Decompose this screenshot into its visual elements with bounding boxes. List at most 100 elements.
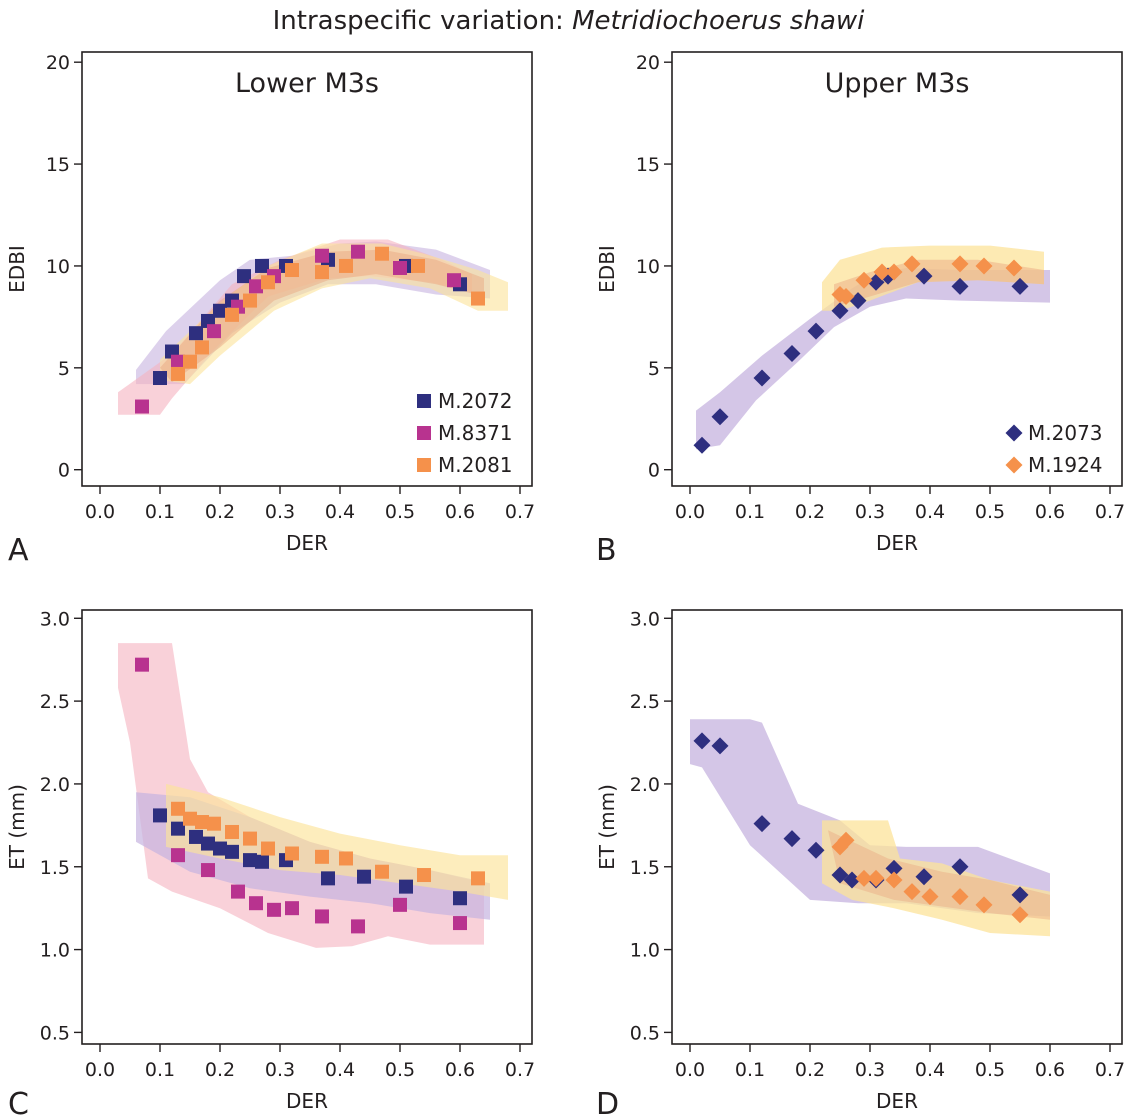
y-tick-label: 2.5 xyxy=(630,691,660,713)
plot-frame xyxy=(81,609,533,1045)
point-m2073 xyxy=(783,345,801,363)
point-m2081 xyxy=(195,815,209,830)
x-tick-label: 0.2 xyxy=(205,501,235,523)
x-axis-label: DER xyxy=(286,1089,328,1113)
legend-label: M.2073 xyxy=(1028,421,1103,445)
point-m2073 xyxy=(951,277,969,295)
x-axis-label: DER xyxy=(286,531,328,555)
legend-marker-m2081 xyxy=(417,458,431,472)
point-m8371 xyxy=(393,260,407,275)
point-m8371 xyxy=(135,657,149,672)
point-m2072 xyxy=(153,808,167,823)
point-m2081 xyxy=(471,291,485,306)
legend-label: M.8371 xyxy=(438,421,513,445)
x-tick-label: 0.5 xyxy=(975,1059,1005,1081)
panel-b: 0.0 0.1 0.2 0.3 0.4 0.5 0.6 0.7 0 5 10 15 20 DER EDBI U… xyxy=(595,51,1125,568)
x-tick-label: 0.1 xyxy=(145,501,175,523)
point-m8371 xyxy=(249,279,263,294)
point-m8371 xyxy=(453,916,467,931)
point-m2073 xyxy=(753,369,771,387)
point-m2072 xyxy=(399,879,413,894)
point-m2073 xyxy=(1011,277,1029,295)
plot-frame xyxy=(671,51,1123,487)
data-points xyxy=(135,657,485,934)
panel-letter: C xyxy=(8,1087,29,1116)
y-tick-label: 3.0 xyxy=(40,608,70,630)
y-tick-label: 10 xyxy=(46,256,70,278)
point-m2081 xyxy=(225,307,239,322)
point-m2072 xyxy=(255,854,269,869)
point-m8371 xyxy=(249,896,263,911)
point-m1924 xyxy=(1011,906,1029,924)
point-m2073 xyxy=(693,732,711,750)
x-tick-label: 0.4 xyxy=(915,1059,945,1081)
x-tick-label: 0.5 xyxy=(385,501,415,523)
point-m8371 xyxy=(267,902,281,917)
y-tick-label: 1.5 xyxy=(630,857,660,879)
point-m1924 xyxy=(885,871,903,889)
point-m2081 xyxy=(339,851,353,866)
y-tick-label: 15 xyxy=(636,154,660,176)
point-m1924 xyxy=(867,869,885,887)
x-tick-label: 0.0 xyxy=(675,1059,705,1081)
point-m2072 xyxy=(189,326,203,341)
point-m2081 xyxy=(315,265,329,280)
range-bands xyxy=(696,245,1050,450)
point-m2072 xyxy=(213,841,227,856)
point-m1924 xyxy=(975,896,993,914)
point-m2073 xyxy=(693,436,711,454)
figure-title-species: Metridiochoerus shawi xyxy=(572,6,865,36)
y-tick-label: 2.0 xyxy=(630,774,660,796)
point-m2073 xyxy=(1011,886,1029,904)
point-m8371 xyxy=(315,909,329,924)
point-m2081 xyxy=(207,816,221,831)
point-m2081 xyxy=(225,824,239,839)
x-axis-label: DER xyxy=(876,531,918,555)
point-m2081 xyxy=(243,831,257,846)
y-tick-label: 1.0 xyxy=(40,940,70,962)
point-m2073 xyxy=(807,322,825,340)
point-m2072 xyxy=(321,871,335,886)
point-m2081 xyxy=(315,849,329,864)
point-m2072 xyxy=(225,844,239,859)
point-m1924 xyxy=(837,288,855,306)
panel-c: 0.0 0.1 0.2 0.3 0.4 0.5 0.6 0.7 0.5 1.0 1.5 2.0 2.5 3… xyxy=(5,608,535,1116)
y-axis-label: ET (mm) xyxy=(595,784,619,870)
y-tick-label: 20 xyxy=(636,52,660,74)
y-tick-label: 1.0 xyxy=(630,940,660,962)
point-m2081 xyxy=(375,246,389,261)
point-m2072 xyxy=(153,371,167,386)
x-tick-label: 0.7 xyxy=(1095,1059,1125,1081)
point-m2072 xyxy=(189,829,203,844)
x-tick-label: 0.6 xyxy=(1035,501,1065,523)
x-tick-label: 0.2 xyxy=(795,501,825,523)
point-m2073 xyxy=(915,267,933,285)
x-tick-label: 0.2 xyxy=(205,1059,235,1081)
x-tick-label: 0.5 xyxy=(975,501,1005,523)
point-m2072 xyxy=(171,821,185,836)
point-m2073 xyxy=(843,871,861,889)
point-m2072 xyxy=(453,891,467,906)
point-m2072 xyxy=(237,269,251,284)
y-axis-label: ET (mm) xyxy=(5,784,29,870)
point-m1924 xyxy=(951,255,969,273)
point-m2072 xyxy=(201,836,215,851)
point-m2072 xyxy=(255,258,269,273)
point-m8371 xyxy=(231,884,245,899)
x-tick-label: 0.7 xyxy=(1095,501,1125,523)
point-m2081 xyxy=(171,801,185,816)
x-tick-label: 0.7 xyxy=(505,1059,535,1081)
point-m2073 xyxy=(915,868,933,886)
y-tick-label: 0.5 xyxy=(630,1022,660,1044)
point-m8371 xyxy=(351,244,365,259)
x-tick-label: 0.6 xyxy=(445,501,475,523)
y-tick-label: 3.0 xyxy=(630,608,660,630)
point-m8371 xyxy=(285,901,299,916)
x-axis-label: DER xyxy=(876,1089,918,1113)
point-m2081 xyxy=(285,846,299,861)
x-tick-label: 0.0 xyxy=(675,501,705,523)
point-m8371 xyxy=(201,863,215,878)
x-tick-label: 0.3 xyxy=(855,1059,885,1081)
